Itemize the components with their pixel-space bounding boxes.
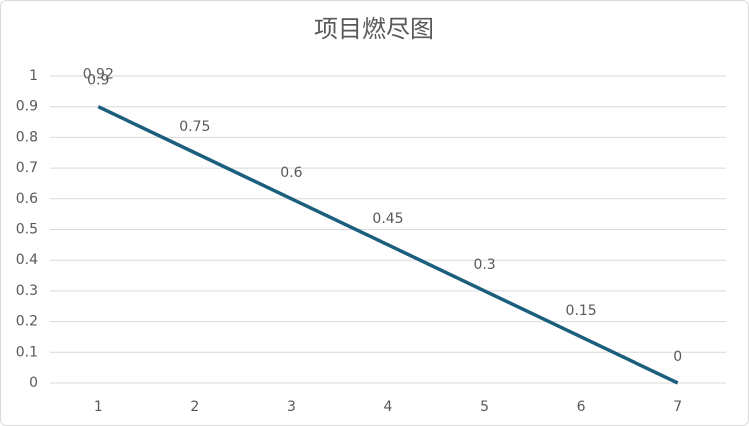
data-label: 0.15 xyxy=(566,303,597,319)
data-label: 0.6 xyxy=(280,165,302,181)
data-label: 0.75 xyxy=(179,119,210,135)
x-tick-label: 2 xyxy=(190,399,199,415)
y-tick-label: 0.6 xyxy=(16,191,38,207)
series-line xyxy=(97,105,679,385)
x-tick-label: 5 xyxy=(480,399,489,415)
y-tick-label: 0.8 xyxy=(16,129,38,145)
data-label: 0.9 xyxy=(87,73,109,89)
data-label: 0.3 xyxy=(473,257,495,273)
y-tick-label: 0.2 xyxy=(16,314,38,330)
y-tick-label: 0.4 xyxy=(16,252,38,268)
x-tick-label: 3 xyxy=(287,399,296,415)
data-label: 0.92 xyxy=(83,67,114,83)
y-tick-label: 0.1 xyxy=(16,344,38,360)
x-tick-label: 7 xyxy=(673,399,682,415)
data-label: 0.45 xyxy=(372,211,403,227)
y-tick-label: 0 xyxy=(29,375,38,391)
x-tick-label: 1 xyxy=(94,399,103,415)
x-tick-label: 4 xyxy=(384,399,393,415)
y-tick-label: 1 xyxy=(29,68,38,84)
x-tick-label: 6 xyxy=(577,399,586,415)
y-tick-label: 0.9 xyxy=(16,99,38,115)
data-label: 0 xyxy=(673,349,682,365)
y-tick-label: 0.5 xyxy=(16,222,38,238)
y-tick-label: 0.3 xyxy=(16,283,38,299)
chart-title: 项目燃尽图 xyxy=(314,15,434,43)
y-tick-label: 0.7 xyxy=(16,160,38,176)
